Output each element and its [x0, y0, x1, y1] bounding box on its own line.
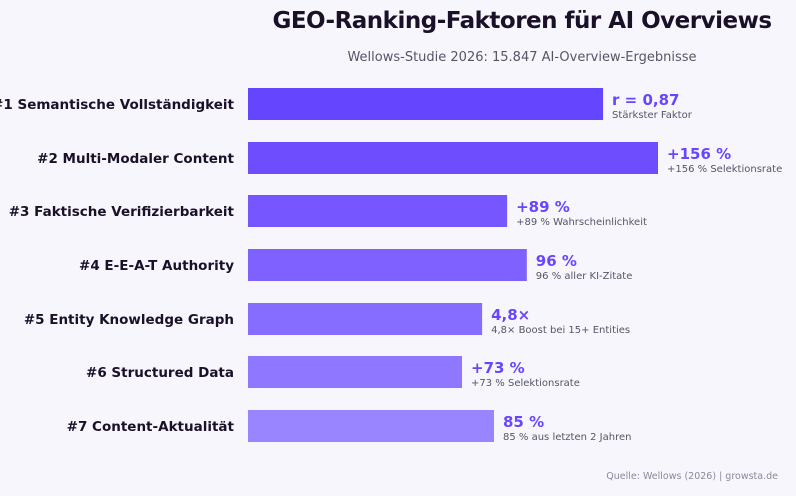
category-label: #4 E-E-A-T Authority [79, 258, 234, 274]
bar [248, 410, 494, 442]
value-label: +89 % [516, 198, 570, 216]
description-label: 4,8× Boost bei 15+ Entities [491, 325, 630, 336]
category-label: #1 Semantische Vollständigkeit [0, 97, 235, 113]
description-label: +73 % Selektionsrate [471, 378, 580, 389]
category-label: #6 Structured Data [86, 365, 234, 381]
value-label: r = 0,87 [612, 91, 679, 109]
bar [248, 249, 527, 281]
category-label: #3 Faktische Verifizierbarkeit [9, 204, 235, 220]
bar [248, 88, 604, 120]
value-label: 85 % [503, 413, 544, 431]
description-label: Stärkster Faktor [612, 110, 693, 121]
description-label: 85 % aus letzten 2 Jahren [503, 432, 631, 443]
description-label: 96 % aller KI-Zitate [536, 271, 633, 282]
value-label: 96 % [536, 252, 577, 270]
bar [248, 303, 483, 335]
category-label: #7 Content-Aktualität [67, 419, 235, 435]
bar [248, 356, 463, 388]
chart-subtitle: Wellows-Studie 2026: 15.847 AI-Overview-… [347, 50, 697, 65]
category-label: #2 Multi-Modaler Content [37, 151, 234, 167]
value-label: +156 % [667, 145, 731, 163]
description-label: +156 % Selektionsrate [667, 164, 782, 175]
source-note: Quelle: Wellows (2026) | growsta.de [606, 471, 778, 482]
value-label: 4,8× [491, 306, 530, 324]
description-label: +89 % Wahrscheinlichkeit [516, 217, 647, 228]
bar [248, 142, 658, 174]
category-label: #5 Entity Knowledge Graph [24, 312, 234, 328]
chart-title: GEO-Ranking-Faktoren für AI Overviews [272, 8, 772, 34]
value-label: +73 % [471, 359, 525, 377]
bar [248, 195, 508, 227]
